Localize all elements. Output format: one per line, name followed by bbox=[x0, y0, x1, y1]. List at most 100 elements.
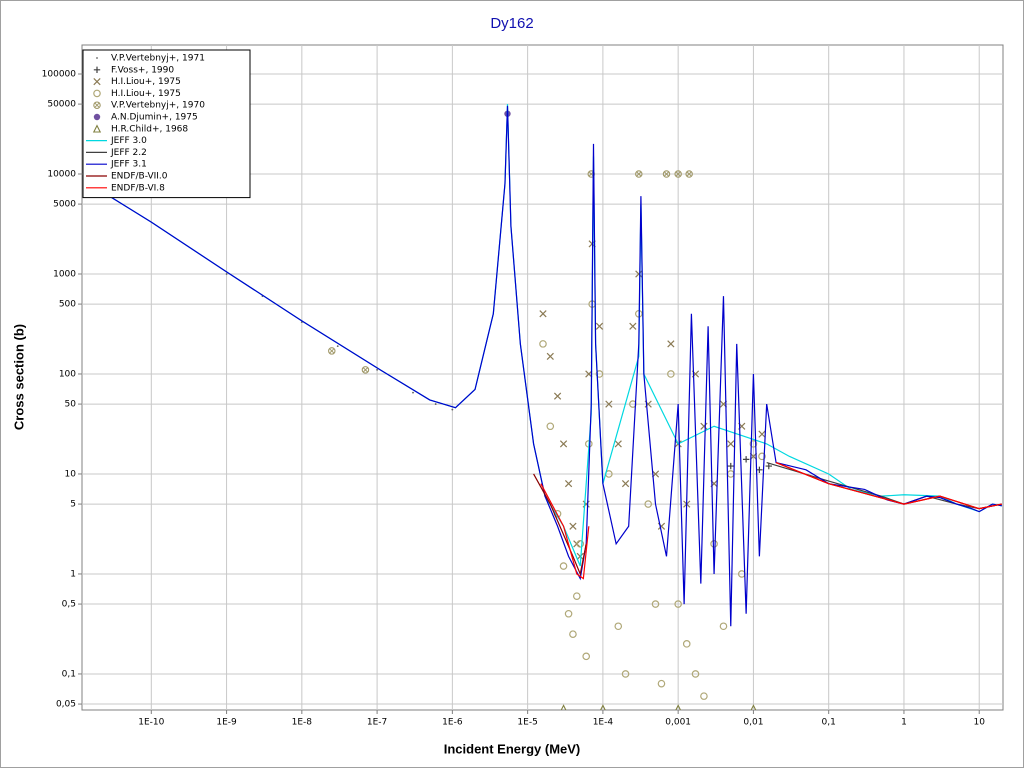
x-tick-label: 0,001 bbox=[665, 718, 691, 728]
marker-part bbox=[727, 440, 735, 448]
data-point bbox=[614, 622, 623, 631]
marker-part bbox=[667, 340, 675, 348]
chart-title: Dy162 bbox=[490, 15, 533, 32]
legend-symbol bbox=[92, 124, 102, 133]
marker-part bbox=[686, 171, 692, 177]
marker-part bbox=[451, 408, 454, 411]
marker-part bbox=[629, 322, 637, 330]
data-point bbox=[569, 522, 577, 530]
y-tick-label: 50000 bbox=[47, 100, 76, 110]
marker-part bbox=[569, 522, 577, 530]
data-point bbox=[582, 652, 590, 661]
marker-part bbox=[539, 310, 547, 318]
data-point bbox=[682, 640, 691, 648]
data-point bbox=[225, 273, 228, 275]
data-line bbox=[88, 105, 1002, 627]
marker-part bbox=[621, 480, 630, 488]
y-tick-label: 50 bbox=[65, 400, 77, 410]
data-point bbox=[657, 679, 666, 688]
marker-part bbox=[93, 77, 101, 86]
marker-part bbox=[750, 704, 757, 710]
marker-part bbox=[572, 592, 581, 600]
marker-part bbox=[599, 704, 606, 710]
y-axis-label: Cross section (b) bbox=[11, 324, 26, 430]
x-tick-label: 0,1 bbox=[822, 718, 836, 728]
marker-part bbox=[719, 622, 728, 631]
data-point bbox=[629, 322, 637, 330]
data-point bbox=[599, 704, 606, 710]
marker-part bbox=[560, 704, 567, 710]
legend-symbol bbox=[93, 89, 101, 98]
legend-label: JEFF 3.1 bbox=[110, 160, 147, 170]
data-point bbox=[576, 540, 585, 548]
y-tick-label: 5000 bbox=[53, 200, 76, 210]
data-point bbox=[667, 370, 675, 378]
marker-part bbox=[559, 440, 568, 448]
data-point bbox=[605, 400, 613, 408]
data-point bbox=[336, 345, 339, 348]
data-point bbox=[560, 704, 567, 710]
legend-symbol bbox=[93, 66, 101, 73]
marker-part bbox=[564, 480, 573, 488]
marker-part bbox=[621, 670, 630, 678]
data-point bbox=[559, 562, 568, 570]
legend-label: JEFF 3.0 bbox=[110, 136, 147, 146]
marker-part bbox=[559, 562, 568, 570]
legend-label: H.I.Liou+, 1975 bbox=[111, 77, 181, 87]
marker-part bbox=[742, 456, 750, 463]
marker-part bbox=[434, 403, 437, 405]
x-tick-label: 1E-9 bbox=[216, 718, 237, 728]
marker-part bbox=[546, 422, 555, 431]
marker-part bbox=[564, 609, 573, 618]
legend-label: H.I.Liou+, 1975 bbox=[111, 89, 181, 99]
marker-part bbox=[667, 370, 675, 378]
legend-symbol bbox=[93, 101, 101, 109]
x-tick-label: 1E-8 bbox=[292, 718, 313, 728]
data-point bbox=[595, 370, 604, 378]
marker-part bbox=[700, 422, 708, 430]
x-tick-label: 1E-4 bbox=[593, 718, 614, 728]
marker-part bbox=[93, 89, 101, 98]
marker-part bbox=[651, 600, 660, 608]
data-point bbox=[675, 704, 682, 710]
y-tick-label: 100 bbox=[59, 369, 76, 379]
data-point bbox=[539, 310, 547, 318]
marker-part bbox=[582, 652, 590, 661]
legend-label: V.P.Vertebnyj+, 1971 bbox=[111, 54, 205, 64]
marker-part bbox=[329, 348, 335, 354]
marker-part bbox=[92, 124, 102, 133]
data-point bbox=[667, 340, 675, 348]
data-point bbox=[564, 609, 573, 618]
legend-symbol bbox=[93, 77, 101, 86]
x-tick-label: 10 bbox=[973, 718, 985, 728]
data-point bbox=[546, 352, 554, 360]
marker-part bbox=[758, 430, 766, 438]
data-point bbox=[635, 270, 643, 278]
marker-part bbox=[96, 57, 98, 59]
data-line bbox=[540, 462, 1002, 580]
data-point bbox=[621, 480, 630, 488]
data-point bbox=[700, 692, 708, 700]
marker-part bbox=[336, 345, 339, 348]
marker-part bbox=[376, 368, 378, 371]
marker-part bbox=[664, 171, 669, 177]
data-point bbox=[700, 422, 708, 430]
legend-label: JEFF 2.2 bbox=[110, 148, 147, 158]
marker-part bbox=[546, 352, 554, 360]
data-point bbox=[674, 170, 682, 178]
marker-part bbox=[539, 340, 547, 348]
marker-part bbox=[225, 273, 228, 275]
data-point bbox=[635, 170, 643, 178]
legend-label: ENDF/B-VII.0 bbox=[111, 172, 168, 182]
marker-part bbox=[675, 704, 682, 710]
marker-part bbox=[614, 622, 623, 631]
marker-part bbox=[662, 170, 671, 178]
data-point bbox=[644, 500, 653, 508]
data-point bbox=[434, 403, 437, 405]
data-point bbox=[451, 408, 454, 411]
marker-part bbox=[576, 540, 585, 548]
data-point bbox=[576, 552, 584, 560]
legend-label: A.N.Djumin+, 1975 bbox=[111, 113, 198, 123]
